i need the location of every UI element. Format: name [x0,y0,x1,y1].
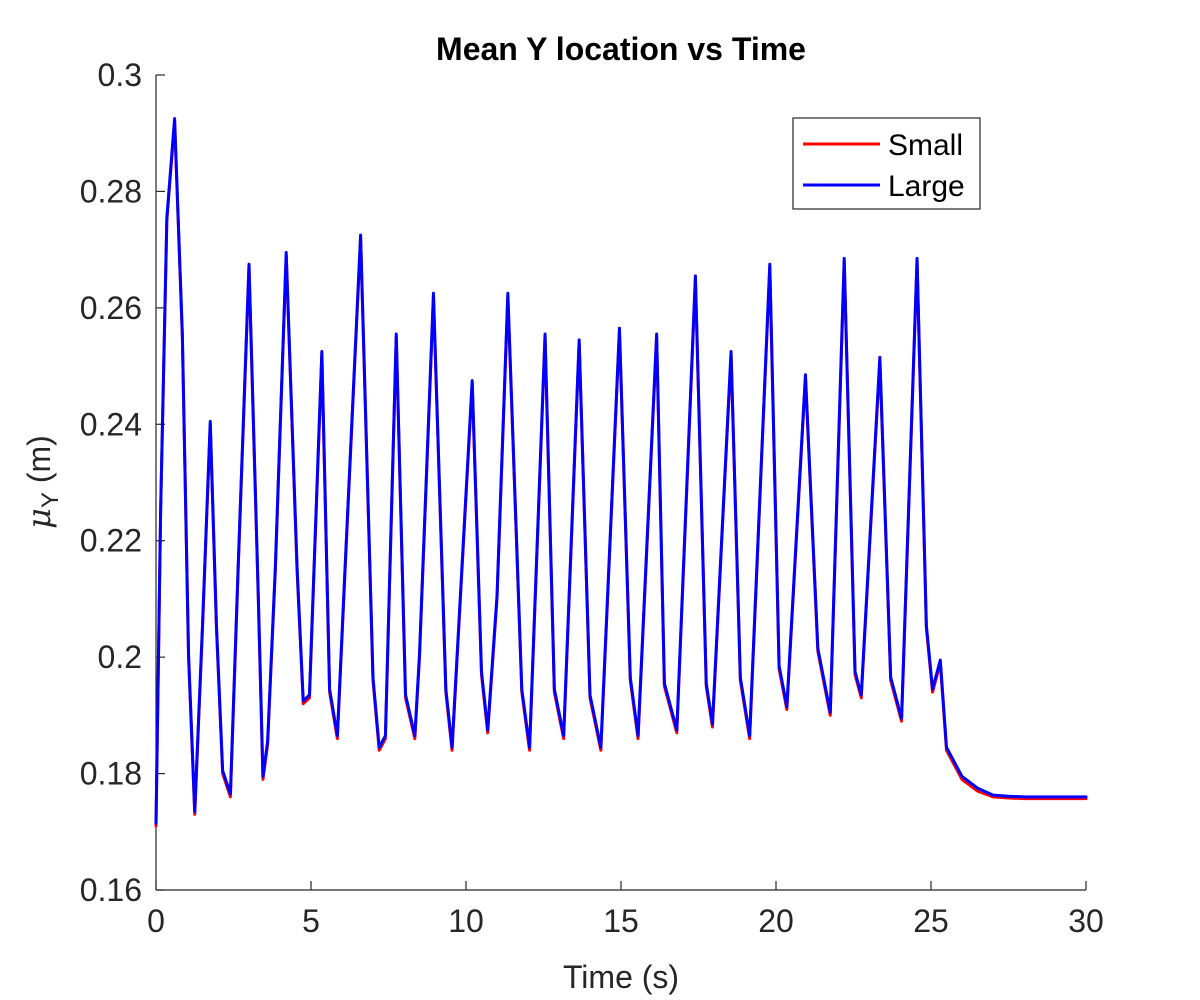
y-axis-label-symbol: μ [20,508,58,529]
axes: 0 5 10 15 20 25 30 0.16 0.18 0.2 0.22 0.24 0.26 0.28 0… [80,57,1104,939]
y-tick-label: 0.3 [98,57,142,93]
y-tick-label: 0.22 [80,523,142,559]
legend-box [792,117,981,210]
chart-title: Mean Y location vs Time [436,31,806,67]
legend-label-large: Large [888,170,965,203]
y-tick-label: 0.2 [98,639,142,675]
plot-area [156,75,1086,890]
y-axis-label: μY (m) [20,435,64,529]
x-tick-label: 5 [302,903,320,939]
y-tick-label: 0.28 [80,173,142,209]
y-axis-label-subscript: Y [37,492,64,508]
series-line-large [154,117,1088,825]
legend-label-small: Small [888,129,963,162]
y-tick-label: 0.24 [80,406,142,442]
y-tick-label: 0.26 [80,290,142,326]
x-tick-label: 15 [603,903,639,939]
y-axis-label-unit: (m) [21,435,57,492]
y-tick-label: 0.16 [80,872,142,908]
series-lines [154,117,1088,828]
legend: Small Large [792,117,981,210]
x-tick-label: 20 [758,903,794,939]
y-tick-label: 0.18 [80,756,142,792]
x-tick-label: 10 [448,903,484,939]
x-tick-label: 25 [913,903,949,939]
x-tick-label: 0 [147,903,165,939]
x-tick-label: 30 [1068,903,1104,939]
x-axis-label: Time (s) [563,959,679,995]
